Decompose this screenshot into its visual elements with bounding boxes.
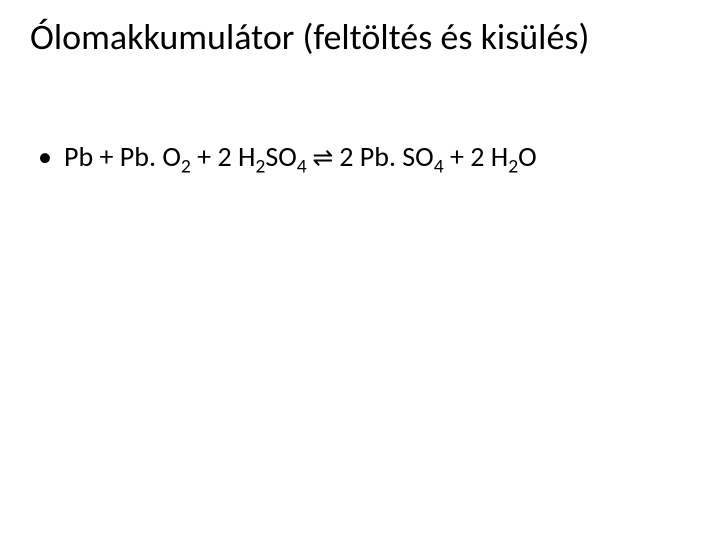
- eq-rhs-sub2: 2: [508, 155, 518, 179]
- eq-lhs-sub1: 2: [181, 155, 191, 179]
- eq-lhs-sub3: 4: [297, 155, 307, 179]
- eq-lhs-1: Pb + Pb. O: [64, 139, 181, 174]
- equation-text: Pb + Pb. O2 + 2 H2SO4 ⇌ 2 Pb. SO4 + 2 H2…: [64, 140, 537, 174]
- slide: Ólomakkumulátor (feltöltés és kisülés) •…: [0, 0, 720, 540]
- slide-body: • Pb + Pb. O2 + 2 H2SO4 ⇌ 2 Pb. SO4 + 2 …: [30, 140, 690, 174]
- bullet-item: • Pb + Pb. O2 + 2 H2SO4 ⇌ 2 Pb. SO4 + 2 …: [30, 140, 690, 174]
- eq-lhs-sub2: 2: [255, 155, 265, 179]
- eq-rhs-3: O: [518, 139, 537, 174]
- eq-arrow: ⇌: [307, 142, 340, 173]
- eq-rhs-1: 2 Pb. SO: [339, 139, 434, 174]
- eq-lhs-2: + 2 H: [191, 139, 256, 174]
- bullet-dot-icon: •: [30, 140, 64, 174]
- eq-rhs-sub1: 4: [434, 155, 444, 179]
- slide-title: Ólomakkumulátor (feltöltés és kisülés): [30, 18, 690, 58]
- eq-rhs-2: + 2 H: [444, 139, 509, 174]
- eq-lhs-3: SO: [265, 139, 296, 174]
